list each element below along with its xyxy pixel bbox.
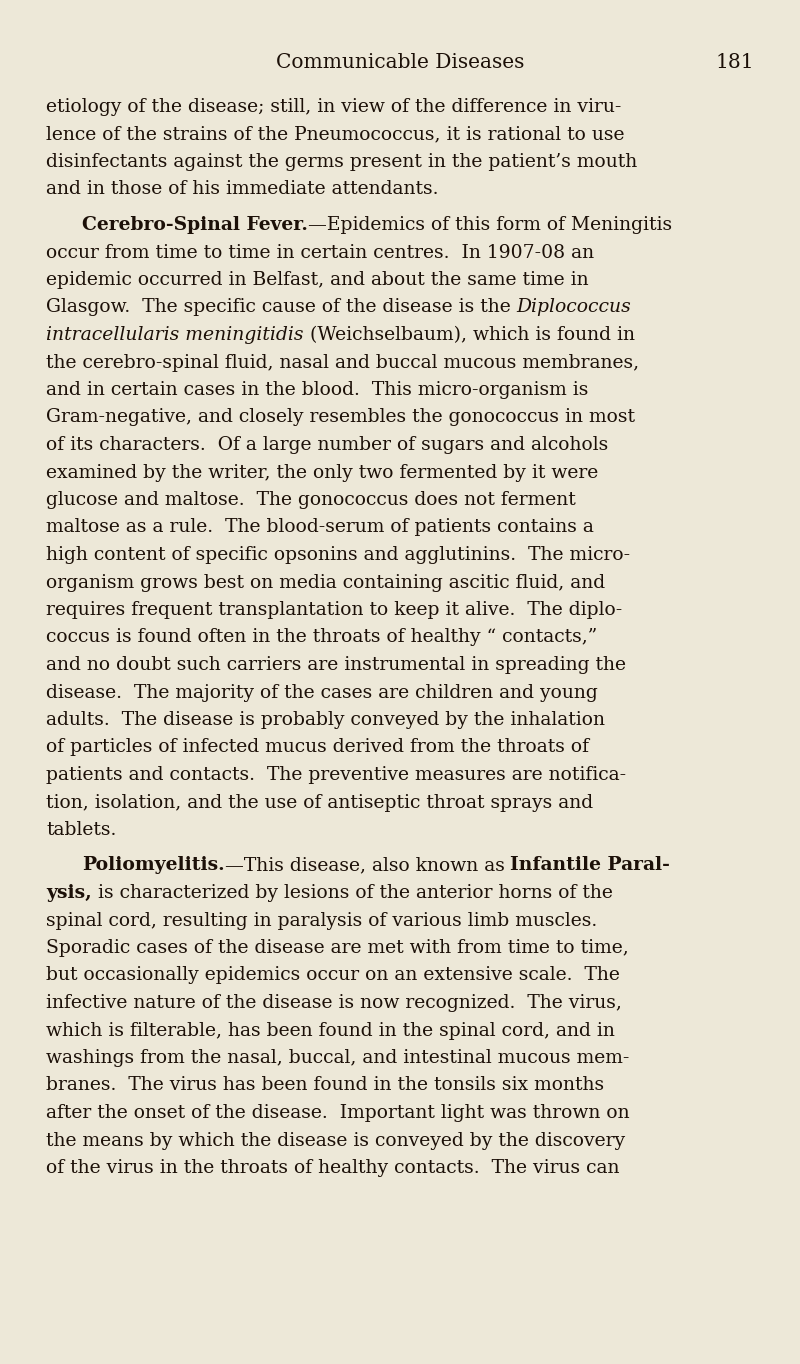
Text: (Weichselbaum), which is found in: (Weichselbaum), which is found in [303, 326, 634, 344]
Text: and in certain cases in the blood.  This micro-organism is: and in certain cases in the blood. This … [46, 381, 588, 400]
Text: disease.  The majority of the cases are children and young: disease. The majority of the cases are c… [46, 683, 598, 701]
Text: lence of the strains of the Pneumococcus, it is rational to use: lence of the strains of the Pneumococcus… [46, 125, 625, 143]
Text: examined by the writer, the only two fermented by it were: examined by the writer, the only two fer… [46, 464, 598, 481]
Text: Sporadic cases of the disease are met with from time to time,: Sporadic cases of the disease are met wi… [46, 938, 629, 958]
Text: ysis,: ysis, [46, 884, 92, 902]
Text: occur from time to time in certain centres.  In 1907-08 an: occur from time to time in certain centr… [46, 244, 594, 262]
Text: Communicable Diseases: Communicable Diseases [276, 53, 524, 72]
Text: branes.  The virus has been found in the tonsils six months: branes. The virus has been found in the … [46, 1076, 604, 1094]
Text: Diplococcus: Diplococcus [517, 299, 631, 316]
Text: epidemic occurred in Belfast, and about the same time in: epidemic occurred in Belfast, and about … [46, 271, 589, 289]
Text: is characterized by lesions of the anterior horns of the: is characterized by lesions of the anter… [92, 884, 613, 902]
Text: and no doubt such carriers are instrumental in spreading the: and no doubt such carriers are instrumen… [46, 656, 626, 674]
Text: 181: 181 [715, 53, 754, 72]
Text: after the onset of the disease.  Important light was thrown on: after the onset of the disease. Importan… [46, 1103, 630, 1123]
Text: the means by which the disease is conveyed by the discovery: the means by which the disease is convey… [46, 1132, 625, 1150]
Text: the cerebro-spinal fluid, nasal and buccal mucous membranes,: the cerebro-spinal fluid, nasal and bucc… [46, 353, 639, 371]
Text: adults.  The disease is probably conveyed by the inhalation: adults. The disease is probably conveyed… [46, 711, 605, 728]
Text: of the virus in the throats of healthy contacts.  The virus can: of the virus in the throats of healthy c… [46, 1159, 619, 1177]
Text: disinfectants against the germs present in the patient’s mouth: disinfectants against the germs present … [46, 153, 638, 170]
Text: organism grows best on media containing ascitic fluid, and: organism grows best on media containing … [46, 573, 605, 592]
Text: intracellularis meningitidis: intracellularis meningitidis [46, 326, 303, 344]
Text: requires frequent transplantation to keep it alive.  The diplo-: requires frequent transplantation to kee… [46, 602, 622, 619]
Text: Cerebro-Spinal Fever.: Cerebro-Spinal Fever. [82, 216, 308, 235]
Text: spinal cord, resulting in paralysis of various limb muscles.: spinal cord, resulting in paralysis of v… [46, 911, 598, 929]
Text: patients and contacts.  The preventive measures are notifica-: patients and contacts. The preventive me… [46, 767, 626, 784]
Text: but occasionally epidemics occur on an extensive scale.  The: but occasionally epidemics occur on an e… [46, 967, 620, 985]
Text: of its characters.  Of a large number of sugars and alcohols: of its characters. Of a large number of … [46, 436, 608, 454]
Text: tablets.: tablets. [46, 821, 116, 839]
Text: glucose and maltose.  The gonococcus does not ferment: glucose and maltose. The gonococcus does… [46, 491, 576, 509]
Text: Glasgow.  The specific cause of the disease is the: Glasgow. The specific cause of the disea… [46, 299, 517, 316]
Text: of particles of infected mucus derived from the throats of: of particles of infected mucus derived f… [46, 738, 589, 757]
Text: Gram-negative, and closely resembles the gonococcus in most: Gram-negative, and closely resembles the… [46, 408, 635, 427]
Text: etiology of the disease; still, in view of the difference in viru-: etiology of the disease; still, in view … [46, 98, 622, 116]
Text: washings from the nasal, buccal, and intestinal mucous mem-: washings from the nasal, buccal, and int… [46, 1049, 630, 1067]
Text: —Epidemics of this form of Meningitis: —Epidemics of this form of Meningitis [308, 216, 672, 235]
Text: coccus is found often in the throats of healthy “ contacts,”: coccus is found often in the throats of … [46, 629, 598, 647]
Text: high content of specific opsonins and agglutinins.  The micro-: high content of specific opsonins and ag… [46, 546, 630, 563]
Text: and in those of his immediate attendants.: and in those of his immediate attendants… [46, 180, 438, 199]
Text: Infantile Paral-: Infantile Paral- [510, 857, 670, 874]
Text: —This disease, also known as: —This disease, also known as [225, 857, 510, 874]
Text: maltose as a rule.  The blood-serum of patients contains a: maltose as a rule. The blood-serum of pa… [46, 518, 594, 536]
Text: tion, isolation, and the use of antiseptic throat sprays and: tion, isolation, and the use of antisept… [46, 794, 593, 812]
Text: Poliomyelitis.: Poliomyelitis. [82, 857, 225, 874]
Text: which is filterable, has been found in the spinal cord, and in: which is filterable, has been found in t… [46, 1022, 615, 1039]
Text: infective nature of the disease is now recognized.  The virus,: infective nature of the disease is now r… [46, 994, 622, 1012]
